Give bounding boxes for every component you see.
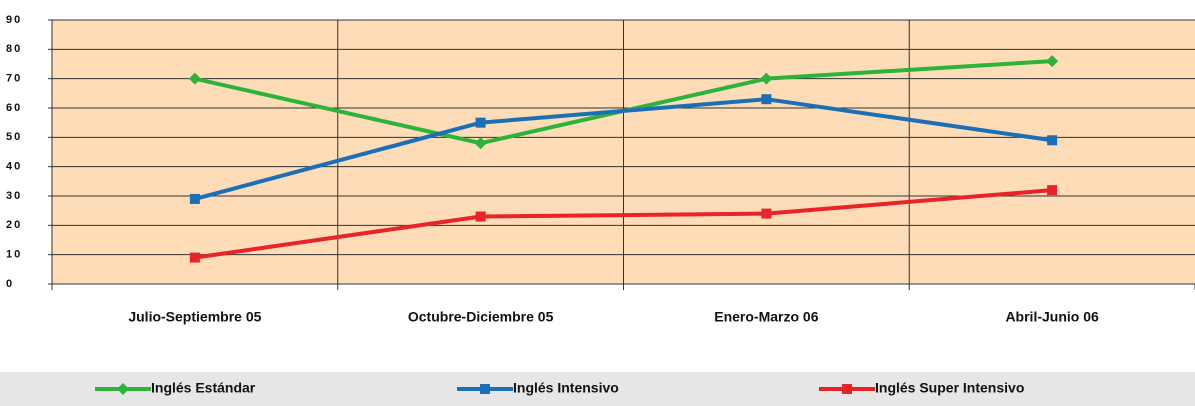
series-line bbox=[194, 188, 1053, 260]
marker bbox=[475, 211, 486, 222]
legend-label: Inglés Intensivo bbox=[513, 380, 619, 396]
marker bbox=[1047, 135, 1058, 146]
marker bbox=[480, 384, 490, 394]
marks bbox=[188, 55, 1059, 263]
marker bbox=[760, 72, 773, 85]
x-tick-label: Enero-Marzo 06 bbox=[714, 309, 818, 325]
y-tick-label: 70 bbox=[6, 73, 22, 85]
y-tick-label: 80 bbox=[6, 43, 22, 55]
legend-label: Inglés Super Intensivo bbox=[875, 380, 1024, 396]
x-tick-label: Octubre-Diciembre 05 bbox=[408, 309, 554, 325]
series-line bbox=[194, 97, 1053, 201]
marker bbox=[188, 72, 201, 85]
y-tick-label: 30 bbox=[6, 190, 22, 202]
y-tick-label: 0 bbox=[6, 278, 14, 290]
y-tick-label: 50 bbox=[6, 131, 22, 143]
y-tick-label: 40 bbox=[6, 161, 22, 173]
marker bbox=[761, 208, 772, 219]
marker bbox=[842, 384, 852, 394]
marker bbox=[189, 252, 200, 263]
marker bbox=[1047, 185, 1058, 196]
y-tick-label: 20 bbox=[6, 219, 22, 231]
legend-box bbox=[0, 372, 1195, 406]
y-tick-label: 10 bbox=[6, 249, 22, 261]
x-tick-label: Abril-Junio 06 bbox=[1005, 309, 1099, 325]
marker bbox=[189, 193, 200, 204]
y-tick-label: 90 bbox=[6, 14, 22, 26]
legend-label: Inglés Estándar bbox=[151, 380, 256, 396]
marker bbox=[761, 94, 772, 105]
marker bbox=[117, 383, 129, 395]
x-tick-label: Julio-Septiembre 05 bbox=[128, 309, 261, 325]
y-tick-label: 60 bbox=[6, 102, 22, 114]
marker bbox=[475, 117, 486, 128]
marker bbox=[474, 137, 487, 150]
marker bbox=[1046, 55, 1059, 68]
